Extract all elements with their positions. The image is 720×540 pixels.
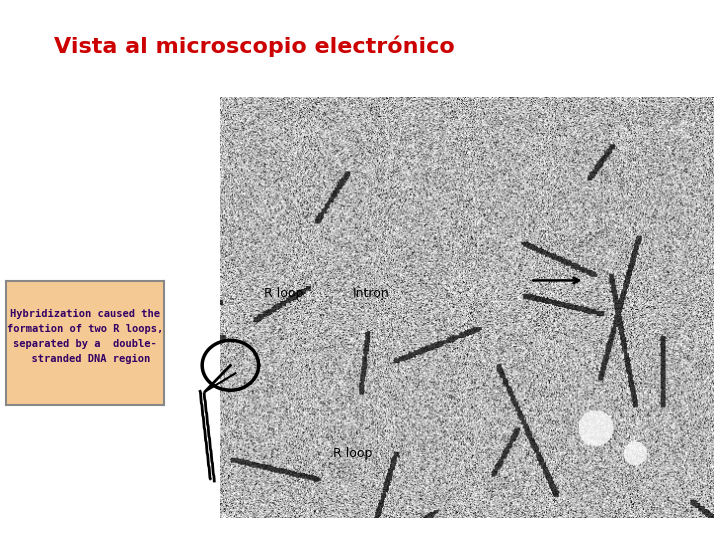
Text: Intron: Intron <box>353 287 390 300</box>
Text: R loop: R loop <box>264 287 303 300</box>
Text: R loop: R loop <box>333 447 372 460</box>
Text: Hybridization caused the
formation of two R loops,
separated by a  double-
  str: Hybridization caused the formation of tw… <box>6 309 163 364</box>
Text: Vista al microscopio electrónico: Vista al microscopio electrónico <box>54 35 455 57</box>
